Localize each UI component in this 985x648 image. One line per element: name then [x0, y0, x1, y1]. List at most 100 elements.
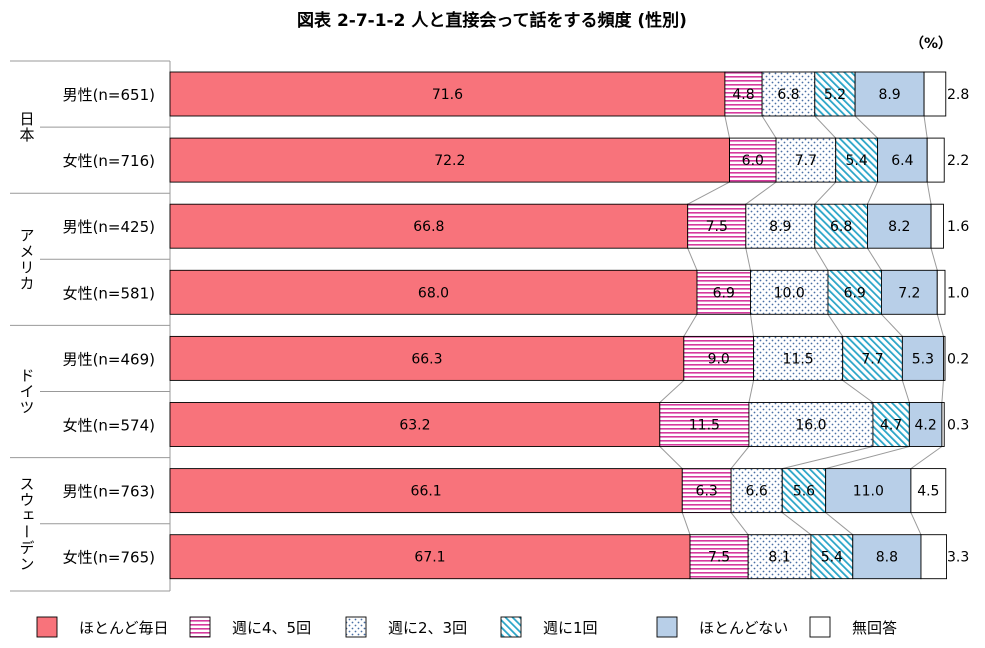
connector-line — [941, 380, 944, 403]
data-label: 8.8 — [876, 550, 898, 566]
bar-segment — [810, 534, 854, 580]
connector-line — [681, 512, 691, 535]
data-label: 11.5 — [783, 351, 814, 367]
connector-line — [825, 512, 854, 536]
bar-segment — [930, 203, 944, 249]
data-label: 72.2 — [434, 153, 465, 169]
category-label: 女性(n=716) — [63, 152, 155, 170]
bar-segment — [920, 534, 947, 580]
data-label: 66.1 — [411, 484, 442, 500]
bar-segment — [169, 269, 698, 315]
bar-segment — [683, 335, 755, 381]
connector-line — [724, 115, 731, 139]
data-label: 6.9 — [844, 285, 866, 301]
bar-segment — [926, 137, 945, 183]
bar-segment — [689, 534, 749, 580]
data-label: 10.0 — [774, 285, 805, 301]
bar-segment — [775, 137, 837, 183]
connector-lines — [659, 115, 944, 536]
connector-line — [910, 446, 943, 470]
connector-line — [827, 314, 844, 337]
connector-line — [659, 446, 683, 469]
data-label: 7.5 — [706, 219, 728, 235]
data-label: 66.8 — [413, 219, 444, 235]
data-label: 2.2 — [947, 153, 969, 169]
connector-line — [842, 379, 874, 403]
bar-segment — [750, 269, 829, 315]
bar-segment — [724, 71, 763, 117]
data-label: 4.2 — [914, 418, 936, 434]
connector-line — [745, 181, 777, 205]
data-label: 1.0 — [947, 285, 969, 301]
connector-line — [659, 380, 685, 403]
bar-segment — [730, 468, 783, 514]
group-label: スウェーデン — [18, 476, 36, 572]
legend-label: 無回答 — [852, 619, 897, 637]
data-label: 7.5 — [708, 550, 730, 566]
data-label: 16.0 — [795, 418, 826, 434]
data-label: 7.7 — [795, 153, 817, 169]
data-label: 63.2 — [399, 418, 430, 434]
data-label: 4.8 — [732, 87, 754, 103]
bar-segment — [814, 203, 868, 249]
bar-segment — [696, 269, 751, 315]
legend-label: ほとんどない — [699, 619, 788, 637]
bar-segment — [814, 71, 856, 117]
data-label: 11.0 — [853, 484, 884, 500]
data-label: 9.0 — [708, 351, 730, 367]
bar-segment — [936, 269, 946, 315]
legend-swatch — [656, 616, 678, 638]
chart-title: 図表 2-7-1-2 人と直接会って話をする頻度 (性別) — [297, 10, 687, 31]
connector-line — [930, 248, 938, 271]
legend-swatch — [345, 616, 367, 638]
bar-segment — [659, 402, 750, 447]
data-label: 6.6 — [746, 484, 768, 500]
stacked-bars: 71.6 4.8 6.8 5.2 8.9 2.8 72.2 6.0 7.7 5.4 6.4 2.2 66… — [169, 71, 969, 580]
data-label: 4.7 — [880, 418, 902, 434]
bar-segment — [169, 71, 726, 117]
connector-line — [936, 314, 944, 337]
legend-swatch — [189, 616, 211, 638]
connector-line — [782, 446, 874, 470]
data-label: 5.4 — [846, 153, 868, 169]
bar-segment — [854, 71, 925, 117]
data-label: 0.2 — [947, 351, 969, 367]
data-label: 5.2 — [824, 87, 846, 103]
group-label: 日本 — [18, 111, 36, 143]
bar-segment — [943, 335, 946, 381]
legend-label: 週に1回 — [543, 619, 598, 637]
category-label: 男性(n=763) — [63, 483, 155, 501]
connector-line — [687, 181, 730, 205]
category-label: 男性(n=651) — [63, 86, 155, 104]
connector-line — [910, 512, 922, 535]
connector-line — [687, 248, 698, 271]
data-label: 3.3 — [947, 550, 969, 566]
connector-line — [683, 314, 698, 337]
connector-line — [814, 181, 837, 205]
bar-segment — [753, 335, 844, 381]
bar-segment — [681, 468, 732, 514]
data-label: 68.0 — [418, 285, 449, 301]
bar-segment — [781, 468, 827, 514]
bar-segment — [169, 402, 661, 447]
connector-line — [730, 446, 750, 469]
bar-segment — [169, 335, 685, 381]
group-label: ドイツ — [18, 367, 36, 415]
connector-line — [745, 248, 751, 271]
connector-line — [923, 115, 928, 139]
data-label: 6.3 — [696, 484, 718, 500]
legend-swatch — [36, 616, 58, 638]
connector-line — [901, 380, 910, 403]
legend-label: 週に4、5回 — [232, 619, 311, 637]
category-label: 女性(n=765) — [63, 549, 155, 567]
bar-segment — [852, 534, 922, 580]
connector-line — [781, 512, 812, 536]
bar-segment — [761, 71, 816, 117]
bar-segment — [827, 269, 882, 315]
group-label: アメリカ — [18, 227, 36, 291]
data-label: 7.7 — [861, 351, 883, 367]
legend-swatch — [500, 616, 522, 638]
data-label: 6.8 — [830, 219, 852, 235]
connector-line — [814, 115, 837, 139]
